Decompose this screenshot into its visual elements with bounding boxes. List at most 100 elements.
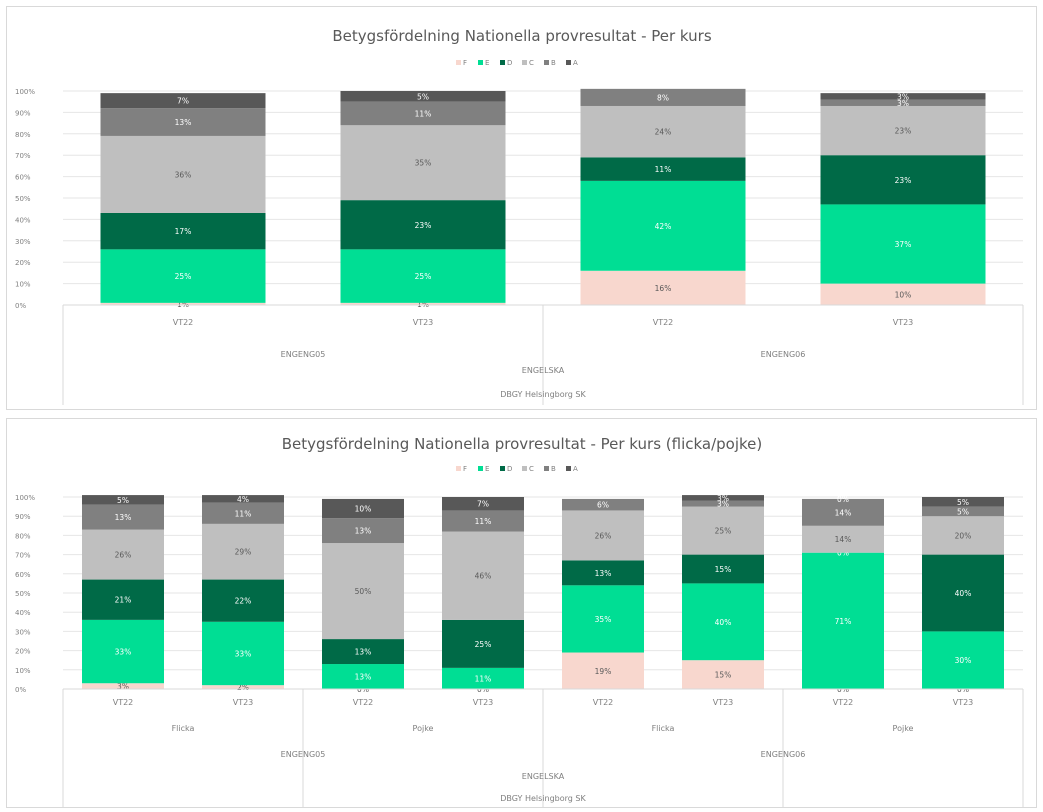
y-tick-label: 10% — [15, 667, 31, 675]
data-label-F: 2% — [237, 683, 249, 692]
bar-segment-B — [100, 108, 266, 136]
bar-segment-C — [682, 506, 764, 555]
data-label-C: 35% — [415, 159, 432, 168]
legend-swatch-D — [500, 60, 505, 65]
y-tick-label: 80% — [15, 532, 31, 540]
group-label: Pojke — [893, 724, 914, 733]
data-label-E: 71% — [835, 617, 852, 626]
bar-segment-E — [322, 664, 404, 689]
data-label-E: 30% — [955, 656, 972, 665]
data-label-A: 7% — [177, 97, 189, 106]
bar-segment-A — [100, 93, 266, 109]
bar-segment-B — [922, 506, 1004, 517]
y-tick-label: 80% — [15, 131, 31, 139]
legend-swatch-A — [566, 466, 571, 471]
bar-segment-E — [202, 621, 284, 686]
bar-segment-B — [202, 502, 284, 524]
group-label: ENGELSKA — [522, 772, 565, 781]
data-label-C: 26% — [595, 531, 612, 540]
legend-label-C: C — [529, 59, 534, 67]
bar-segment-A — [922, 497, 1004, 507]
data-label-D: 25% — [475, 640, 492, 649]
data-label-C: 24% — [655, 128, 672, 137]
group-label: Pojke — [413, 724, 434, 733]
legend-label-E: E — [485, 465, 489, 473]
y-tick-label: 20% — [15, 648, 31, 656]
data-label-F: 1% — [177, 300, 189, 309]
data-label-E: 13% — [355, 673, 372, 682]
x-category-label: VT22 — [113, 698, 134, 707]
bar-segment-C — [322, 543, 404, 640]
data-label-D: 17% — [175, 227, 192, 236]
legend-swatch-B — [544, 466, 549, 471]
chart-per-kurs-svg: Betygsfördelning Nationella provresultat… — [15, 27, 1024, 405]
legend-swatch-C — [522, 60, 527, 65]
group-label: Flicka — [172, 724, 195, 733]
bar-segment-E — [682, 583, 764, 661]
y-tick-label: 100% — [15, 494, 35, 502]
bar-segment-E — [442, 667, 524, 689]
chart-title: Betygsfördelning Nationella provresultat… — [282, 435, 763, 453]
bar-segment-F — [82, 683, 164, 689]
data-label-C: 46% — [475, 572, 492, 581]
bar-segment-F — [580, 270, 746, 305]
y-tick-label: 50% — [15, 590, 31, 598]
legend-swatch-F — [456, 60, 461, 65]
chart-title: Betygsfördelning Nationella provresultat… — [332, 27, 711, 45]
bar-segment-D — [922, 554, 1004, 632]
bar-segment-A — [682, 495, 764, 501]
bar-segment-D — [682, 554, 764, 584]
bar-segment-D — [202, 579, 284, 622]
bar-segment-E — [82, 619, 164, 684]
bar-segment-C — [340, 125, 506, 201]
y-tick-label: 70% — [15, 552, 31, 560]
bar-segment-B — [562, 498, 644, 511]
y-tick-label: 30% — [15, 238, 31, 246]
x-category-label: VT23 — [893, 318, 914, 327]
y-tick-label: 20% — [15, 259, 31, 267]
legend-label-F: F — [463, 59, 467, 67]
group-label: ENGELSKA — [522, 366, 565, 375]
y-tick-label: 50% — [15, 195, 31, 203]
bar-segment-E — [820, 204, 986, 284]
x-category-label: VT22 — [653, 318, 674, 327]
legend-label-E: E — [485, 59, 489, 67]
chart-flicka-pojke-svg: Betygsfördelning Nationella provresultat… — [15, 435, 1024, 807]
y-tick-label: 90% — [15, 513, 31, 521]
data-label-F: 16% — [655, 284, 672, 293]
group-label: ENGENG05 — [281, 750, 326, 759]
group-label: Flicka — [652, 724, 675, 733]
group-label: DBGY Helsingborg SK — [500, 390, 586, 399]
data-label-A: 3% — [897, 92, 909, 101]
bar-segment-D — [562, 560, 644, 586]
data-label-B: 13% — [175, 118, 192, 127]
bar-segment-C — [562, 510, 644, 561]
x-category-label: VT23 — [233, 698, 254, 707]
bar-segment-C — [802, 525, 884, 553]
data-label-A: 5% — [417, 92, 429, 101]
data-label-E: 25% — [415, 272, 432, 281]
y-tick-label: 60% — [15, 174, 31, 182]
data-label-C: 23% — [895, 127, 912, 136]
data-label-D: 15% — [715, 565, 732, 574]
data-label-B: 3% — [717, 500, 729, 509]
data-label-E: 40% — [715, 618, 732, 627]
y-tick-label: 40% — [15, 609, 31, 617]
data-label-E: 33% — [235, 649, 252, 658]
y-tick-label: 100% — [15, 88, 35, 96]
bar-segment-D — [580, 157, 746, 181]
bar-segment-F — [100, 302, 266, 305]
bar-segment-D — [442, 619, 524, 668]
bar-segment-C — [820, 105, 986, 156]
data-label-B: 5% — [957, 507, 969, 516]
legend-label-B: B — [551, 465, 556, 473]
data-label-B: 13% — [355, 527, 372, 536]
bar-segment-D — [820, 155, 986, 205]
data-label-D: 13% — [355, 648, 372, 657]
bar-segment-B — [580, 88, 746, 106]
bar-segment-B — [322, 518, 404, 544]
data-label-B: 6% — [597, 501, 609, 510]
bar-segment-E — [100, 249, 266, 303]
bar-segment-E — [802, 552, 884, 689]
y-tick-label: 30% — [15, 628, 31, 636]
